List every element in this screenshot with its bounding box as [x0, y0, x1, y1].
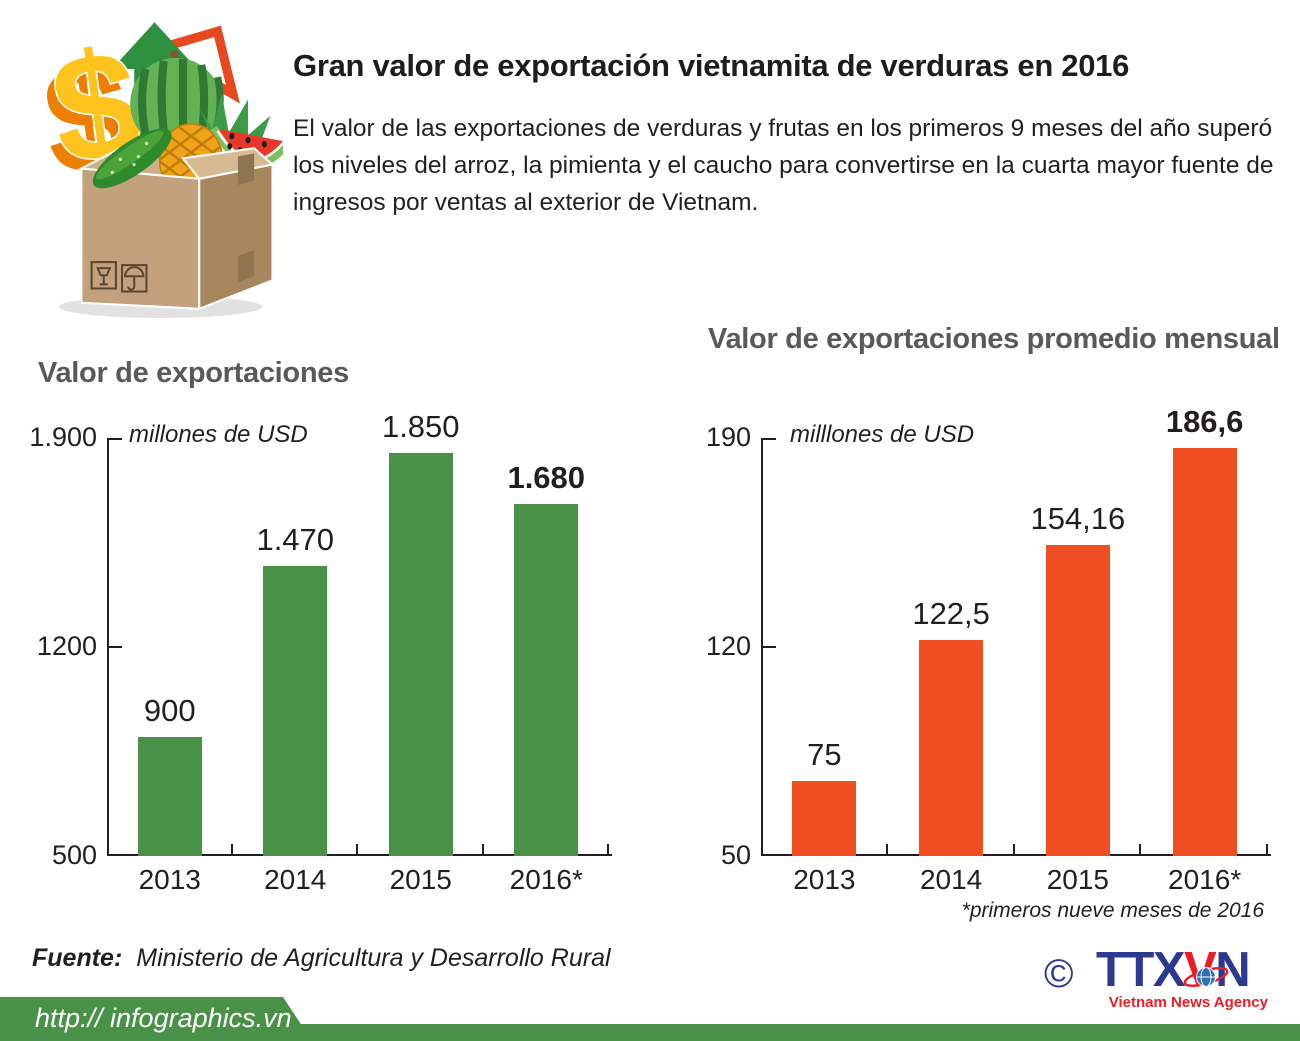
y-tick [763, 438, 776, 440]
y-axis [107, 438, 109, 856]
chart-title-monthly-average: Valor de exportaciones promedio mensual [708, 323, 1280, 355]
bar-2015 [388, 452, 453, 856]
export-box-illustration: $ $ [32, 16, 283, 318]
x-tick [481, 844, 484, 856]
bar-value-2013: 75 [807, 737, 842, 773]
x-tick [1139, 844, 1142, 856]
chart-monthly-average: 190 120 50 75 2013 122,5 2014 154,16 2015 186,6 20… [706, 404, 1271, 895]
source-text: Ministerio de Agricultura y Desarrollo R… [136, 944, 611, 972]
ttxvn-ttx: TTX [1096, 943, 1186, 997]
bar-value-2015: 154,16 [1030, 501, 1126, 537]
bar-2014 [919, 639, 984, 856]
url-banner: http:// infographics.vn [0, 997, 312, 1041]
x-label-2016*: 2016* [509, 864, 583, 895]
bar-value-2015: 1.850 [381, 408, 460, 444]
bar-2015 [1045, 545, 1110, 856]
y-tick-label: 190 [705, 422, 751, 452]
y-tick-label: 50 [720, 840, 751, 870]
x-tick [230, 844, 233, 856]
ttxvn-logo: © TTXVN Vietnam News Agency [1044, 943, 1279, 1018]
box-tape [237, 153, 255, 283]
x-tick [607, 844, 609, 856]
x-label-2015: 2015 [1046, 864, 1110, 895]
bar-value-2013: 900 [143, 692, 196, 728]
bar-2013 [792, 781, 857, 856]
y-tick-label: 1.900 [29, 422, 97, 452]
y-tick-label: 1200 [36, 631, 97, 661]
x-label-2013: 2013 [138, 864, 201, 895]
bar-value-2016*: 1.680 [507, 459, 586, 495]
x-label-2014: 2014 [919, 864, 983, 895]
y-tick [109, 646, 122, 648]
y-tick-label: 500 [51, 840, 97, 870]
x-label-2015: 2015 [389, 864, 452, 895]
fragile-icons [90, 261, 148, 293]
x-label-2016*: 2016* [1168, 864, 1242, 895]
bar-2016* [1172, 448, 1237, 856]
footnote: *primeros nueve meses de 2016 [961, 899, 1264, 922]
agency-subtitle: Vietnam News Agency [1108, 994, 1268, 1011]
axis-unit-label-left: millones de USD [129, 421, 308, 448]
y-axis [761, 438, 763, 856]
copyright-icon: © [1044, 952, 1074, 996]
box-side-face [198, 163, 274, 311]
source-label: Fuente: [32, 944, 123, 972]
x-tick [1266, 844, 1268, 856]
bar-value-2014: 1.470 [256, 522, 335, 558]
y-tick [109, 438, 122, 440]
x-tick [356, 844, 358, 856]
x-axis [761, 854, 1271, 856]
source-line: Fuente: Ministerio de Agricultura y Desar… [32, 944, 611, 973]
globe-icon [1183, 966, 1229, 988]
axis-unit-label-right: milllones de USD [790, 421, 975, 448]
bottom-green-strip [0, 1024, 1300, 1041]
intro-paragraph: El valor de las exportaciones de verdura… [293, 115, 1274, 216]
infographics-url: http:// infographics.vn [35, 1003, 292, 1033]
y-tick [763, 646, 776, 648]
x-label-2013: 2013 [793, 864, 856, 895]
x-tick [885, 844, 888, 856]
cucumber-icon [92, 128, 172, 189]
ttxvn-n: N [1215, 943, 1250, 997]
bar-value-2016*: 186,6 [1165, 404, 1244, 440]
x-label-2014: 2014 [264, 864, 327, 895]
chart-export-value: 1.900 1200 500 900 2013 1.470 2014 1.850 2015 1.6… [29, 409, 612, 895]
y-tick-label: 120 [705, 631, 751, 661]
bar-value-2014: 122,5 [912, 595, 990, 631]
chart-title-export-value: Valor de exportaciones [38, 357, 349, 389]
bar-2016* [514, 503, 579, 856]
page-title: Gran valor de exportación vietnamita de … [293, 48, 1130, 83]
bar-2014 [263, 566, 328, 856]
bar-2013 [137, 736, 202, 856]
x-tick [1012, 844, 1015, 856]
x-axis [107, 854, 612, 856]
